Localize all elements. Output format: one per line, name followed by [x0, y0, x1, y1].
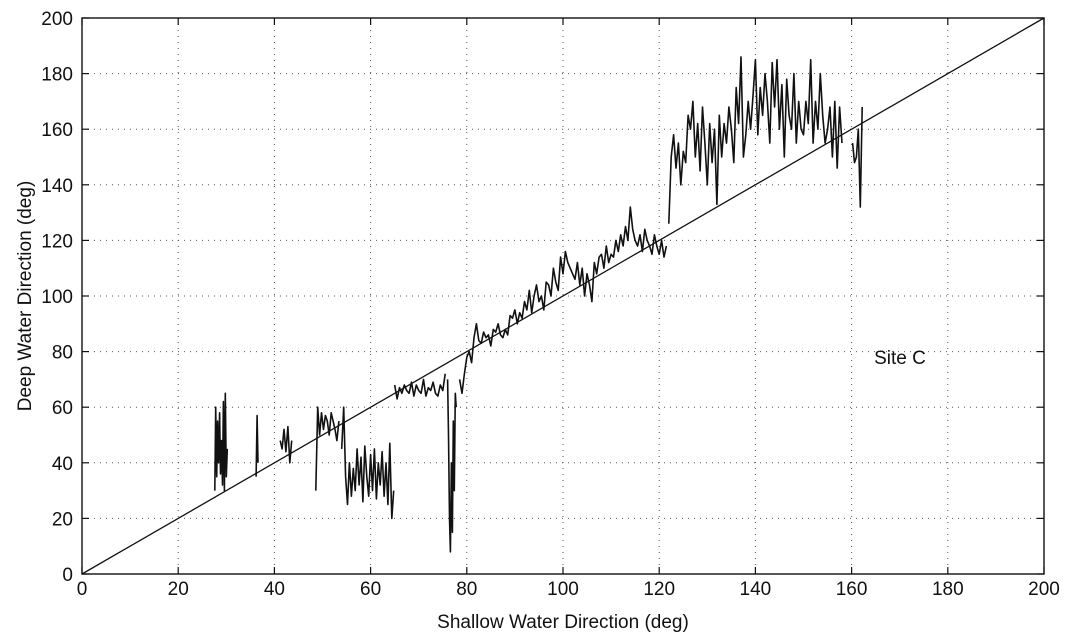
series-line-segment-9: [668, 56, 843, 224]
series-line-segment-2: [255, 414, 259, 477]
series-line-segment-1: [214, 392, 229, 492]
x-tick-label: 200: [1028, 579, 1060, 600]
y-tick-label: 40: [52, 454, 73, 475]
x-tick-label: 160: [836, 579, 868, 600]
reference-line-layer: [81, 17, 1045, 575]
y-tick-label: 0: [62, 565, 73, 586]
series-line-segment-6: [393, 373, 446, 400]
y-tick-label: 20: [52, 509, 73, 530]
y-tick-label: 100: [41, 287, 73, 308]
y-tick-label: 160: [41, 120, 73, 141]
x-tick-labels: 0 20 40 60 80 100 120 140 160 180 200: [77, 579, 1060, 600]
y-tick-label: 60: [52, 398, 73, 419]
x-axis-label: Shallow Water Direction (deg): [437, 612, 689, 633]
y-tick-label: 180: [41, 65, 73, 86]
y-tick-labels: 0 20 40 60 80 100 120 140 160 180 200: [41, 9, 73, 586]
y-tick-label: 80: [52, 343, 73, 364]
series-line-segment-5: [340, 406, 395, 520]
series-layer: [214, 56, 863, 553]
tick-marks: [81, 17, 1045, 575]
y-axis-label: Deep Water Direction (deg): [15, 181, 36, 412]
y-tick-label: 140: [41, 176, 73, 197]
one-to-one-reference-line: [81, 17, 1045, 575]
series-line-segment-7: [446, 379, 457, 553]
x-tick-label: 80: [456, 579, 477, 600]
y-tick-label: 120: [41, 231, 73, 252]
x-tick-label: 0: [77, 579, 88, 600]
y-tick-label: 200: [41, 9, 73, 30]
x-tick-label: 180: [932, 579, 964, 600]
series-line-segment-4: [315, 406, 340, 491]
x-tick-label: 40: [264, 579, 285, 600]
x-tick-label: 120: [643, 579, 675, 600]
series-line-segment-10: [851, 106, 863, 208]
x-tick-label: 60: [360, 579, 381, 600]
series-line-segment-8: [458, 206, 668, 395]
x-tick-label: 140: [740, 579, 772, 600]
series-line-segment-3: [279, 425, 293, 464]
x-tick-label: 20: [168, 579, 189, 600]
site-annotation: Site C: [874, 348, 926, 369]
x-tick-label: 100: [547, 579, 579, 600]
